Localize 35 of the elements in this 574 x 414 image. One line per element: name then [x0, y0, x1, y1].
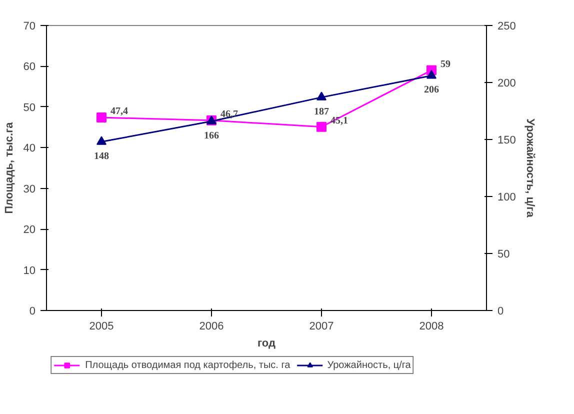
- x-tick-label: 2006: [199, 320, 224, 332]
- point: [96, 136, 106, 145]
- point: [316, 122, 326, 132]
- y-tick-label: 20: [23, 224, 36, 236]
- y-tick-label: 30: [23, 183, 36, 196]
- y-tick-label: 10: [23, 264, 36, 277]
- y2-axis-title: Урожайность, ц/га: [524, 118, 536, 218]
- data-label: 166: [204, 130, 219, 142]
- data-label: 45,1: [330, 115, 348, 126]
- data-label: 59: [440, 58, 450, 70]
- legend-label: Урожайность, ц/га: [327, 359, 411, 371]
- y-axis-title: Площадь, тыс.га: [3, 121, 16, 214]
- data-label: 148: [94, 150, 109, 162]
- y-tick-label: 0: [29, 306, 36, 318]
- point: [96, 112, 106, 123]
- y2-tick-label: 50: [498, 248, 510, 260]
- data-label: 187: [314, 106, 329, 118]
- x-tick-label: 2007: [309, 320, 334, 332]
- data-label: 206: [424, 84, 439, 96]
- y2-tick-label: 250: [498, 20, 516, 32]
- x-tick-label: 2005: [89, 320, 114, 332]
- y2-tick-label: 150: [498, 134, 516, 146]
- y-tick-label: 40: [23, 142, 36, 155]
- x-axis-title: год: [258, 338, 276, 350]
- y2-tick-label: 0: [498, 306, 504, 318]
- point: [316, 92, 326, 100]
- data-label: 47,4: [110, 106, 128, 118]
- y-tick-label: 60: [23, 61, 36, 74]
- legend-label: Площадь отводимая под картофель, тыс. га: [85, 359, 290, 371]
- y-tick-label: 50: [23, 102, 36, 114]
- point: [426, 70, 436, 79]
- y2-tick-label: 100: [498, 192, 516, 204]
- x-tick-label: 2008: [419, 320, 444, 332]
- y2-tick-label: 200: [498, 78, 516, 90]
- y-tick-label: 70: [23, 20, 36, 32]
